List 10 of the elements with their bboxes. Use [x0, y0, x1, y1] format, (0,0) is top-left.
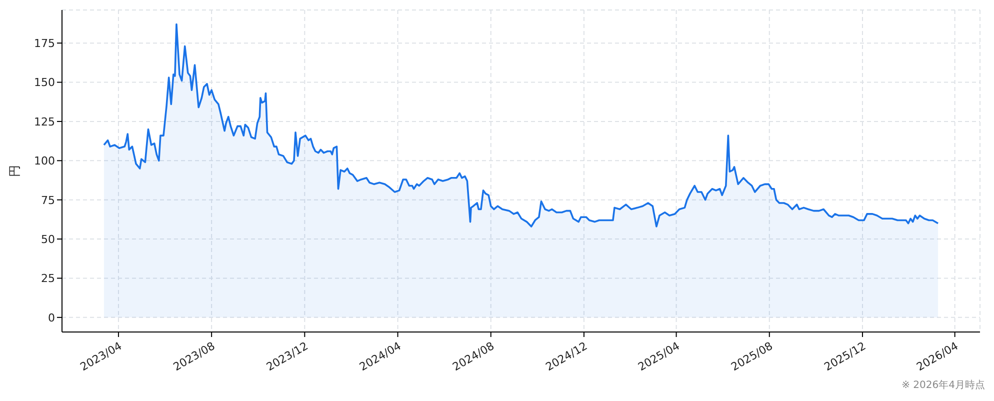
- y-tick-label: 25: [41, 272, 55, 286]
- text: ※ 2026年4月時点: [902, 378, 985, 392]
- y-tick-label: 0: [48, 311, 55, 324]
- y-tick-label: 50: [41, 232, 55, 246]
- y-tick-label: 125: [34, 115, 55, 128]
- y-tick-label: 100: [34, 154, 55, 168]
- y-tick-label: 75: [41, 194, 55, 207]
- y-axis-title: 円: [7, 165, 22, 177]
- y-tick-label: 150: [34, 76, 55, 90]
- y-tick-label: 175: [34, 36, 55, 50]
